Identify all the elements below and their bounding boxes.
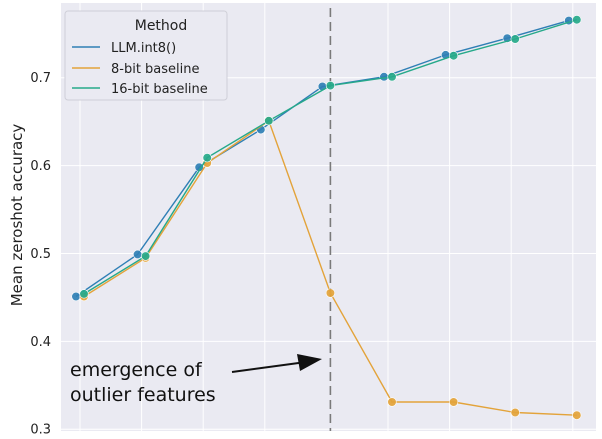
y-tick-label-0: 0.3: [30, 423, 51, 434]
point-16-bit-baseline-4: [325, 80, 336, 91]
point-8-bit-baseline-7: [510, 407, 520, 418]
y-tick-label-3: 0.6: [30, 159, 51, 174]
point-llm-int8-5: [379, 72, 389, 82]
legend-box: [64, 10, 228, 101]
point-16-bit-baseline-3: [264, 116, 274, 126]
y-tick-label-1: 0.4: [30, 335, 51, 350]
annotation-line-1: emergence of: [70, 359, 203, 381]
point-llm-int8-0: [71, 291, 81, 302]
point-8-bit-baseline-6: [449, 397, 459, 407]
point-16-bit-baseline-1: [141, 251, 151, 261]
legend-title: Method: [135, 18, 188, 34]
point-16-bit-baseline-7: [510, 34, 520, 44]
point-llm-int8-1: [133, 249, 143, 259]
y-tick-label-2: 0.5: [30, 247, 51, 262]
legend: Method LLM.int8() 8-bit baseline 16-bit …: [64, 10, 228, 101]
annotation-line-2: outlier features: [70, 384, 216, 406]
point-16-bit-baseline-0: [79, 289, 89, 299]
legend-label-llm-int8: LLM.int8(): [111, 41, 176, 56]
series-layer: [71, 15, 582, 420]
point-16-bit-baseline-5: [387, 72, 397, 82]
annotation-arrow-shaft: [231, 361, 307, 373]
legend-label-8bit: 8-bit baseline: [111, 62, 200, 77]
y-axis-title: Mean zeroshot accuracy: [8, 124, 26, 307]
point-8-bit-baseline-4: [325, 288, 336, 298]
legend-label-16bit: 16-bit baseline: [111, 82, 208, 97]
point-8-bit-baseline-5: [387, 397, 397, 407]
point-16-bit-baseline-8: [572, 15, 582, 25]
y-tick-label-4: 0.7: [30, 71, 51, 86]
annotation-arrow-head: [297, 354, 322, 371]
point-16-bit-baseline-2: [202, 153, 212, 163]
annotation: emergence of outlier features: [70, 354, 322, 406]
point-16-bit-baseline-6: [449, 51, 459, 61]
y-axis-ticks: 0.3 0.4 0.5 0.6 0.7: [30, 71, 51, 438]
point-8-bit-baseline-8: [572, 410, 582, 420]
